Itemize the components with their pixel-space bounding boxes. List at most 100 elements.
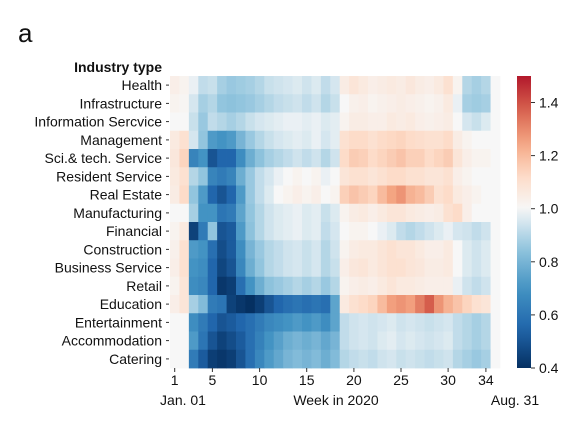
heatmap-cell — [198, 240, 209, 259]
heatmap-cell — [434, 349, 444, 369]
colorbar-tick-label: 0.8 — [539, 254, 559, 270]
heatmap-cell — [443, 130, 454, 150]
x-tick-label: 25 — [393, 372, 409, 388]
y-tick-label: Management — [80, 132, 162, 148]
heatmap-cell — [424, 276, 435, 296]
heatmap-cell — [434, 112, 444, 132]
heatmap-cell — [320, 130, 331, 150]
heatmap-cell — [245, 222, 256, 241]
heatmap-cell — [236, 203, 246, 223]
heatmap-cell — [198, 112, 209, 132]
heatmap-cell — [207, 331, 218, 351]
heatmap-cell — [405, 167, 416, 186]
heatmap-cell — [179, 222, 190, 241]
heatmap-cell — [339, 167, 350, 186]
heatmap-cell — [481, 313, 491, 332]
heatmap-cell — [273, 240, 284, 259]
heatmap-cell — [471, 295, 482, 314]
heatmap-cell — [386, 130, 397, 150]
heatmap-cell — [217, 203, 227, 223]
heatmap-cell — [481, 258, 491, 278]
heatmap-cell — [188, 112, 199, 132]
y-tick-label: Resident Service — [56, 168, 162, 184]
heatmap-cell — [452, 112, 463, 132]
heatmap-cell — [396, 295, 407, 314]
heatmap-cell — [217, 240, 227, 259]
heatmap-cell — [283, 185, 293, 205]
heatmap-cell — [254, 276, 265, 296]
heatmap-cell — [217, 222, 227, 241]
heatmap-cell — [368, 331, 378, 351]
heatmap-cell — [377, 295, 388, 314]
heatmap-cell — [434, 313, 444, 332]
heatmap-cell — [254, 94, 265, 113]
heatmap-cell — [377, 76, 388, 95]
heatmap-cell — [320, 94, 331, 113]
heatmap-cell — [349, 203, 359, 223]
heatmap-cell — [462, 276, 473, 296]
heatmap-cell — [396, 313, 407, 332]
y-tick-label: Sci.& tech. Service — [45, 150, 163, 166]
heatmap-cell — [386, 331, 397, 351]
heatmap-cell — [339, 349, 350, 369]
heatmap-cell — [320, 203, 331, 223]
heatmap-cell — [245, 313, 256, 332]
heatmap-cell — [179, 112, 190, 132]
heatmap-cell — [254, 149, 265, 168]
heatmap-cell — [368, 258, 378, 278]
heatmap-cell — [443, 349, 454, 369]
heatmap-cell — [198, 222, 209, 241]
heatmap-cell — [368, 94, 378, 113]
heatmap-cell — [273, 167, 284, 186]
heatmap-cell — [320, 185, 331, 205]
heatmap-cell — [452, 130, 463, 150]
heatmap-cell — [217, 149, 227, 168]
heatmap-cell — [207, 349, 218, 369]
heatmap-cell — [292, 94, 303, 113]
heatmap-cell — [198, 295, 209, 314]
heatmap-cell — [471, 331, 482, 351]
heatmap-cell — [217, 349, 227, 369]
heatmap-cell — [490, 149, 501, 168]
heatmap-cell — [198, 149, 209, 168]
heatmap-cell — [188, 240, 199, 259]
heatmap-cell — [396, 276, 407, 296]
heatmap-cell — [207, 276, 218, 296]
y-tick-label: Education — [100, 296, 162, 312]
heatmap-cell — [302, 112, 312, 132]
heatmap-cell — [302, 149, 312, 168]
heatmap-cell — [330, 349, 341, 369]
heatmap-cell — [283, 167, 293, 186]
heatmap-cell — [311, 240, 322, 259]
heatmap-cell — [358, 94, 369, 113]
heatmap-cell — [396, 130, 407, 150]
heatmap-cell — [264, 240, 275, 259]
heatmap-cell — [415, 313, 425, 332]
heatmap-cell — [490, 167, 501, 186]
y-axis: Health Infrastructure Information Sercvice… — [34, 77, 169, 367]
heatmap-cell — [302, 94, 312, 113]
heatmap-cell — [320, 276, 331, 296]
heatmap-cell — [452, 185, 463, 205]
heatmap-cell — [424, 112, 435, 132]
heatmap-cell — [415, 167, 425, 186]
heatmap-cell — [179, 258, 190, 278]
heatmap-cell — [368, 130, 378, 150]
heatmap-cell — [245, 331, 256, 351]
heatmap-cell — [245, 349, 256, 369]
heatmap-cell — [217, 167, 227, 186]
heatmap-cell — [226, 130, 237, 150]
heatmap-cell — [396, 112, 407, 132]
heatmap-cell — [349, 185, 359, 205]
heatmap-cell — [170, 331, 180, 351]
heatmap-cell — [188, 167, 199, 186]
heatmap-cell — [179, 240, 190, 259]
colorbar-tick-label: 0.4 — [539, 360, 559, 376]
heatmap-cell — [207, 258, 218, 278]
heatmap-cell — [358, 331, 369, 351]
heatmap-cell — [311, 112, 322, 132]
heatmap-cell — [217, 276, 227, 296]
heatmap-cell — [179, 94, 190, 113]
heatmap-cell — [339, 203, 350, 223]
heatmap-cell — [396, 222, 407, 241]
